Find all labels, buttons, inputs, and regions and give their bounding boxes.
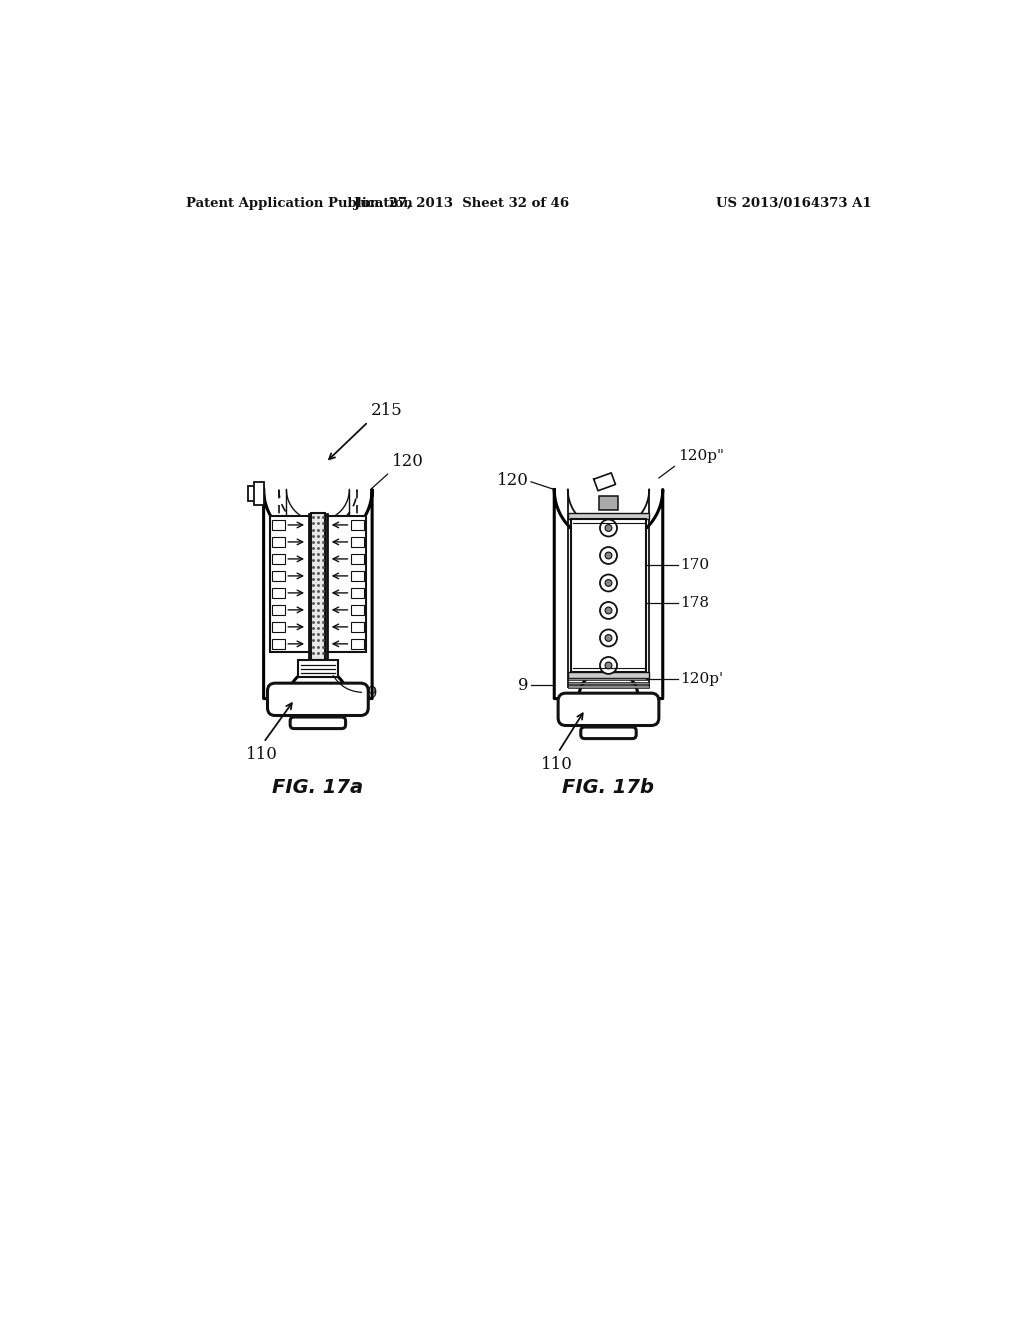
Circle shape xyxy=(605,552,612,558)
Text: 215: 215 xyxy=(371,401,402,418)
Bar xyxy=(351,520,364,529)
Bar xyxy=(272,622,285,631)
Text: Jun. 27, 2013  Sheet 32 of 46: Jun. 27, 2013 Sheet 32 of 46 xyxy=(353,197,568,210)
Circle shape xyxy=(600,574,617,591)
Bar xyxy=(272,589,285,598)
Circle shape xyxy=(605,524,612,532)
Bar xyxy=(351,639,364,648)
Text: FIG. 17a: FIG. 17a xyxy=(272,779,364,797)
Circle shape xyxy=(605,635,612,642)
Bar xyxy=(599,496,617,510)
FancyBboxPatch shape xyxy=(290,717,345,729)
Bar xyxy=(351,605,364,615)
Polygon shape xyxy=(594,473,615,491)
Circle shape xyxy=(600,546,617,564)
Circle shape xyxy=(605,663,612,669)
Bar xyxy=(568,685,649,688)
Circle shape xyxy=(605,607,612,614)
Bar xyxy=(571,519,646,672)
Circle shape xyxy=(605,579,612,586)
Text: 120: 120 xyxy=(391,453,423,470)
Bar xyxy=(270,516,366,652)
Bar xyxy=(272,520,285,529)
Circle shape xyxy=(600,520,617,536)
Text: 120p': 120p' xyxy=(680,672,723,686)
Text: 9: 9 xyxy=(367,685,377,702)
Bar xyxy=(568,672,649,677)
Text: 110: 110 xyxy=(246,746,278,763)
Text: 120: 120 xyxy=(497,471,528,488)
Bar xyxy=(351,589,364,598)
Text: US 2013/0164373 A1: US 2013/0164373 A1 xyxy=(717,197,872,210)
FancyBboxPatch shape xyxy=(581,727,636,739)
Text: 9: 9 xyxy=(518,677,528,694)
FancyBboxPatch shape xyxy=(267,684,369,715)
Bar xyxy=(272,605,285,615)
FancyBboxPatch shape xyxy=(558,693,658,726)
Text: 170: 170 xyxy=(680,557,709,572)
Bar xyxy=(254,482,263,506)
Text: 120p": 120p" xyxy=(678,449,724,462)
Bar xyxy=(272,639,285,648)
Bar xyxy=(568,512,649,519)
Circle shape xyxy=(600,602,617,619)
Text: FIG. 17b: FIG. 17b xyxy=(562,779,654,797)
Bar xyxy=(298,660,338,677)
Bar xyxy=(568,681,649,684)
Text: 178: 178 xyxy=(680,595,709,610)
Bar xyxy=(351,554,364,564)
Bar xyxy=(351,622,364,631)
Circle shape xyxy=(600,657,617,675)
Bar xyxy=(568,677,649,680)
Bar xyxy=(351,572,364,581)
Circle shape xyxy=(600,630,617,647)
Bar xyxy=(272,572,285,581)
Bar xyxy=(248,486,263,502)
Bar xyxy=(351,537,364,546)
Text: Patent Application Publication: Patent Application Publication xyxy=(186,197,413,210)
Text: 110: 110 xyxy=(541,756,572,774)
Bar xyxy=(311,512,325,660)
Bar xyxy=(272,537,285,546)
Bar xyxy=(272,554,285,564)
